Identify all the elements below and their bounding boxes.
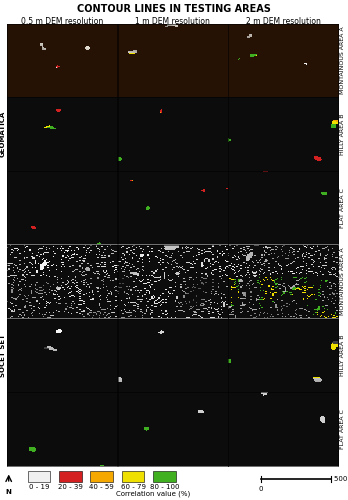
Text: MONTAINOUS AREA A: MONTAINOUS AREA A bbox=[340, 248, 345, 315]
Bar bbox=[59, 471, 82, 482]
Text: 20 - 39: 20 - 39 bbox=[58, 484, 83, 490]
Bar bbox=[122, 471, 144, 482]
Text: 60 - 79: 60 - 79 bbox=[121, 484, 145, 490]
Text: GEOMATICA: GEOMATICA bbox=[0, 111, 6, 157]
Text: 0.5 m DEM resolution: 0.5 m DEM resolution bbox=[21, 16, 103, 26]
Bar bbox=[153, 471, 176, 482]
Bar bbox=[90, 471, 113, 482]
Text: FLAT AREA C: FLAT AREA C bbox=[340, 188, 345, 228]
Text: 500 m: 500 m bbox=[334, 476, 348, 482]
Text: HILLY AREA B: HILLY AREA B bbox=[340, 113, 345, 154]
Text: FLAT AREA C: FLAT AREA C bbox=[340, 409, 345, 449]
Text: Correlation value (%): Correlation value (%) bbox=[116, 491, 190, 498]
Text: HILLY AREA B: HILLY AREA B bbox=[340, 334, 345, 376]
Text: 2 m DEM resolution: 2 m DEM resolution bbox=[246, 16, 321, 26]
Text: 1 m DEM resolution: 1 m DEM resolution bbox=[135, 16, 210, 26]
Text: SOCET SET: SOCET SET bbox=[0, 334, 6, 376]
Text: 0: 0 bbox=[259, 486, 263, 492]
Text: MONTAINOUS AREA A: MONTAINOUS AREA A bbox=[340, 26, 345, 94]
Text: 0 - 19: 0 - 19 bbox=[29, 484, 49, 490]
Text: 40 - 59: 40 - 59 bbox=[89, 484, 114, 490]
Text: 80 - 100: 80 - 100 bbox=[150, 484, 179, 490]
Bar bbox=[28, 471, 50, 482]
Text: CONTOUR LINES IN TESTING AREAS: CONTOUR LINES IN TESTING AREAS bbox=[77, 4, 271, 14]
Text: N: N bbox=[6, 488, 11, 494]
